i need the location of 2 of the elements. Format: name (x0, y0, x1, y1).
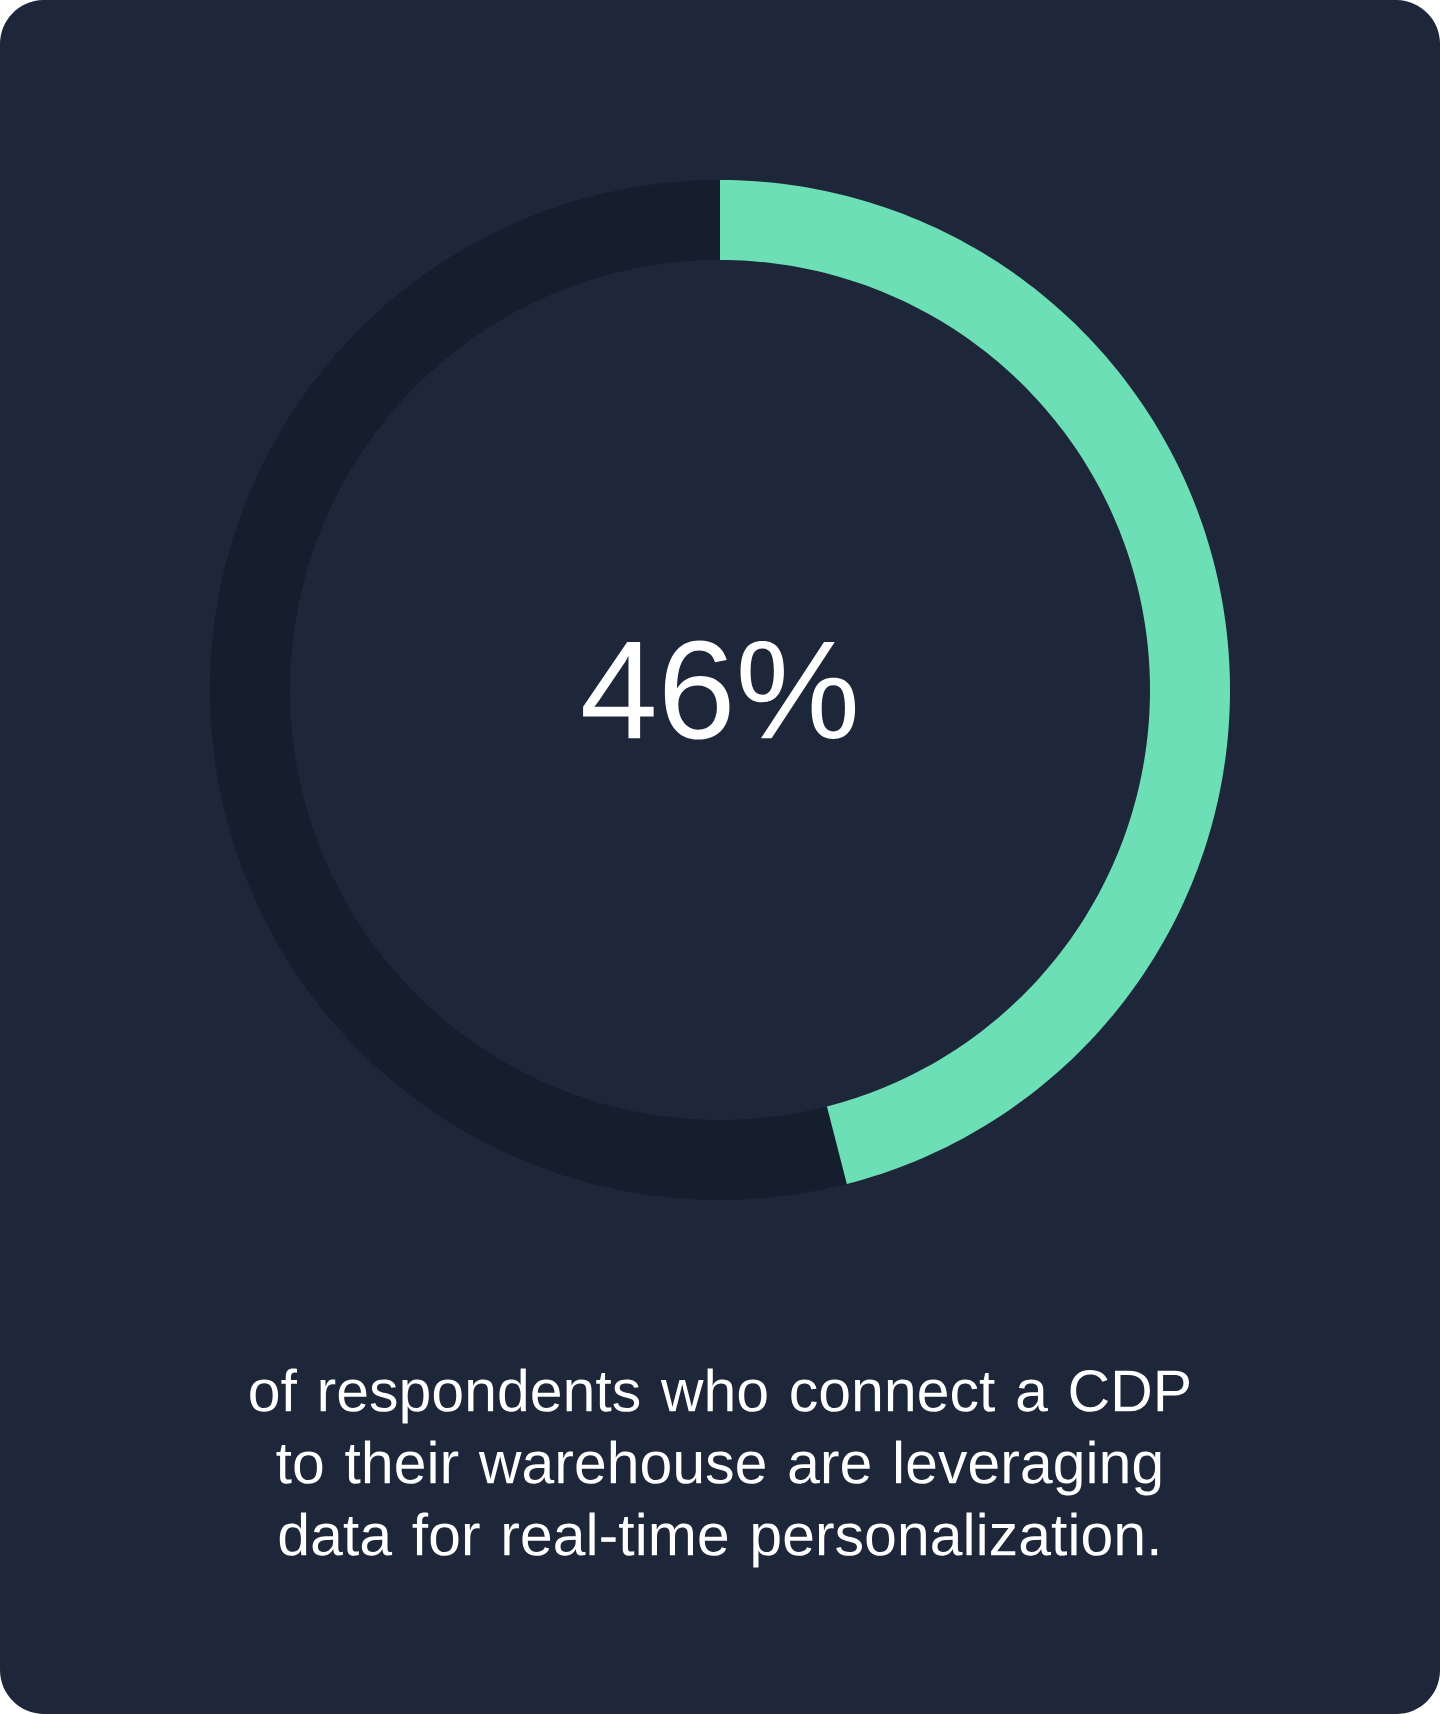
text: of respondents who connect a CDP to their warehouse are leveraging data for real-time personalization. (250, 1368, 1189, 1568)
text: 46% (583, 640, 856, 740)
